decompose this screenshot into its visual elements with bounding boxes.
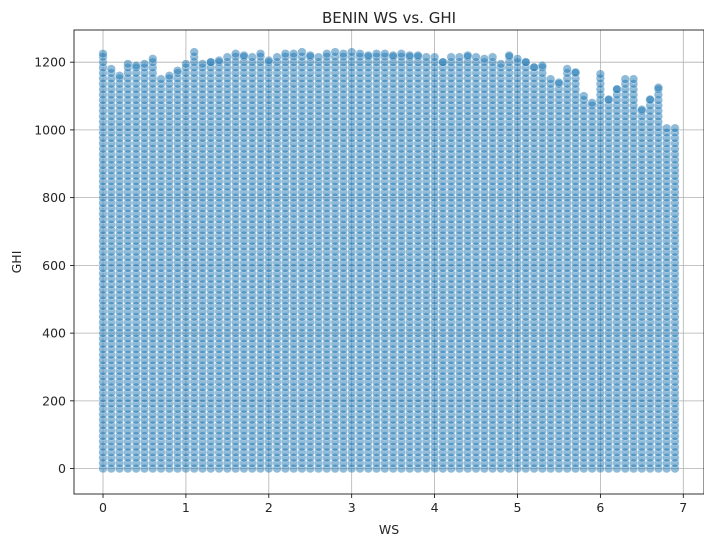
data-point	[363, 50, 373, 60]
data-point	[421, 52, 431, 62]
data-point	[297, 47, 307, 57]
data-point	[280, 49, 290, 59]
data-point	[380, 49, 390, 59]
data-point	[529, 62, 539, 72]
data-point	[189, 47, 199, 57]
data-point	[488, 52, 498, 62]
data-point	[537, 61, 547, 71]
data-point	[289, 49, 299, 59]
data-point	[255, 49, 266, 59]
data-point	[313, 52, 324, 62]
data-point	[164, 71, 174, 81]
data-point	[471, 52, 481, 62]
data-point	[430, 52, 440, 62]
data-point	[330, 47, 340, 57]
data-point	[106, 64, 116, 74]
data-point	[372, 49, 382, 59]
data-point	[604, 94, 614, 104]
data-point	[388, 50, 398, 60]
data-point	[139, 59, 150, 69]
data-point	[595, 69, 605, 79]
data-point	[628, 74, 639, 84]
data-point	[305, 50, 315, 60]
data-point	[454, 52, 465, 62]
data-point	[463, 50, 473, 60]
data-point	[214, 55, 224, 66]
data-point	[446, 52, 456, 62]
data-point	[587, 98, 597, 108]
data-point	[98, 49, 108, 59]
data-point	[322, 49, 332, 59]
data-point	[355, 49, 365, 59]
data-point	[512, 54, 523, 64]
data-point	[504, 50, 514, 60]
data-point	[173, 66, 183, 76]
data-point	[206, 57, 216, 67]
data-point	[272, 52, 282, 62]
data-point	[338, 49, 348, 59]
chart-title: BENIN WS vs. GHI	[322, 9, 456, 27]
data-point	[612, 84, 622, 94]
data-point	[264, 55, 274, 66]
data-point	[156, 74, 166, 84]
data-point	[496, 59, 506, 69]
data-points	[98, 47, 680, 474]
data-point	[479, 54, 489, 64]
data-point	[405, 50, 415, 60]
data-point	[396, 49, 406, 59]
data-point	[413, 50, 423, 60]
data-point	[620, 74, 630, 84]
data-point	[231, 49, 241, 59]
data-point	[570, 67, 581, 77]
data-point	[197, 59, 208, 69]
data-point	[521, 57, 531, 67]
data-point	[247, 52, 257, 62]
data-point	[148, 54, 158, 64]
data-point	[546, 74, 556, 84]
data-point	[562, 64, 572, 74]
data-point	[347, 47, 357, 57]
data-point	[438, 57, 448, 67]
data-point	[131, 61, 141, 71]
data-point	[222, 52, 232, 62]
data-point	[181, 59, 191, 69]
data-point	[579, 91, 589, 101]
data-point	[123, 59, 133, 69]
data-point	[554, 77, 564, 88]
data-point	[115, 71, 125, 81]
data-point	[239, 50, 249, 60]
